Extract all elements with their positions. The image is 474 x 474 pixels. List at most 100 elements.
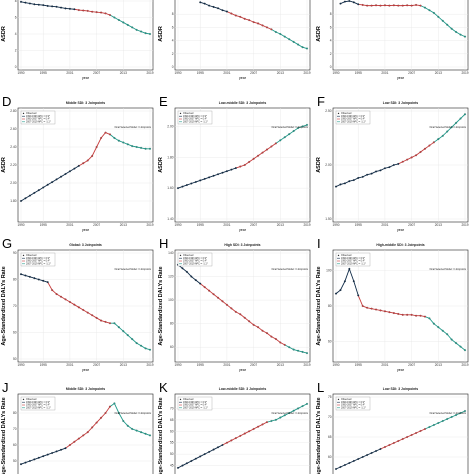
data-point (261, 24, 264, 27)
data-point (199, 1, 202, 4)
data-point (388, 4, 391, 7)
panel-letter: I (317, 236, 321, 251)
data-point (455, 121, 458, 124)
data-point (288, 412, 291, 414)
x-axis-label: year (239, 228, 247, 232)
panel-letter: L (317, 380, 324, 395)
data-point (450, 126, 453, 129)
data-point (301, 125, 304, 128)
data-point (283, 343, 286, 346)
plot-area (177, 123, 308, 190)
data-point (437, 138, 440, 141)
y-tick-label: 8 (172, 12, 174, 16)
data-point (243, 432, 246, 435)
y-axis-label: Age-Standardized DALYs Rate (158, 266, 164, 345)
y-tick-label: 70 (13, 304, 17, 308)
plot-area (339, 0, 466, 38)
data-point (401, 438, 404, 440)
data-point (86, 9, 89, 12)
y-tick-label: 6 (15, 16, 17, 20)
x-tick-label: 1995 (40, 363, 47, 367)
panel-8: I 60 80 100 1990 1995 2001 2007 2013 2019 year Age-… (316, 236, 469, 372)
data-point (292, 130, 295, 133)
y-tick-label: 2.00 (10, 181, 16, 185)
legend-box (177, 110, 213, 125)
panel-7: H 60 80 100 120 140 1990 1995 2001 2007 2013 2019 ye… (158, 236, 311, 372)
y-tick-label: 1.80 (167, 155, 173, 159)
data-point (42, 186, 45, 189)
data-point (181, 464, 184, 467)
data-point (366, 306, 369, 309)
y-tick-label: 0 (15, 65, 17, 69)
legend-entry: 1993-2007 APC = 0.4* (183, 118, 207, 121)
data-point (91, 314, 94, 317)
data-point (248, 19, 251, 22)
data-point (392, 4, 395, 7)
data-point (46, 4, 49, 7)
data-point (108, 14, 111, 16)
data-point (252, 157, 255, 160)
x-tick-label: 1995 (197, 363, 204, 367)
data-point (243, 164, 246, 166)
plot-frame (174, 249, 311, 363)
data-point (401, 160, 404, 163)
legend-entry: 1990-1993 APC = 0.9* (341, 115, 365, 118)
legend-entry: 1990-1993 APC = 0.9* (183, 115, 207, 118)
data-point (343, 0, 346, 3)
data-point (185, 270, 188, 273)
data-point (370, 452, 373, 454)
data-point (415, 432, 418, 434)
data-point (225, 170, 228, 173)
data-point (126, 23, 129, 26)
x-tick-label: 2019 (461, 223, 468, 227)
data-point (401, 4, 404, 7)
data-point (199, 179, 202, 182)
x-tick-label: 2019 (146, 223, 153, 227)
x-tick-label: 1990 (174, 363, 181, 367)
data-point (104, 320, 107, 323)
y-tick-label: 100 (168, 298, 174, 302)
data-point (117, 326, 120, 329)
data-point (149, 434, 151, 437)
data-point (397, 312, 400, 315)
legend-entry: 1993-2007 APC = 0.4* (183, 260, 207, 263)
data-point (177, 466, 179, 469)
data-point (423, 428, 426, 430)
legend-entry: 1990-1993 APC = 0.9* (183, 257, 207, 260)
data-point (234, 14, 237, 17)
data-point (441, 134, 444, 137)
x-tick-label: 2001 (66, 363, 73, 367)
data-point (339, 466, 342, 468)
x-tick-label: 2019 (303, 363, 310, 367)
data-point (455, 31, 458, 33)
x-tick-label: 2001 (223, 71, 230, 75)
data-point (230, 12, 233, 15)
data-point (20, 463, 22, 466)
plot-area (335, 267, 466, 352)
y-tick-label: 8 (15, 0, 17, 3)
data-point (20, 200, 22, 202)
data-point (339, 289, 342, 292)
data-point (24, 197, 27, 200)
y-tick-label: 80 (170, 322, 174, 326)
data-point (37, 278, 40, 281)
data-point (292, 409, 295, 412)
y-tick-label: 65 (328, 435, 332, 439)
x-tick-label: 2013 (435, 71, 442, 75)
y-tick-label: 50 (170, 452, 174, 456)
panel-title: Global: 3 Joinpoints (69, 243, 102, 247)
data-point (46, 183, 49, 186)
data-point (388, 166, 391, 169)
data-point (419, 314, 422, 317)
data-point (257, 326, 260, 329)
x-tick-label: 1995 (197, 71, 204, 75)
data-point (252, 21, 255, 24)
y-tick-label: 50 (13, 459, 17, 463)
data-point (348, 462, 351, 464)
data-point (140, 344, 143, 347)
legend-box (177, 252, 213, 267)
x-tick-label: 2013 (277, 363, 284, 367)
data-point (86, 431, 89, 434)
